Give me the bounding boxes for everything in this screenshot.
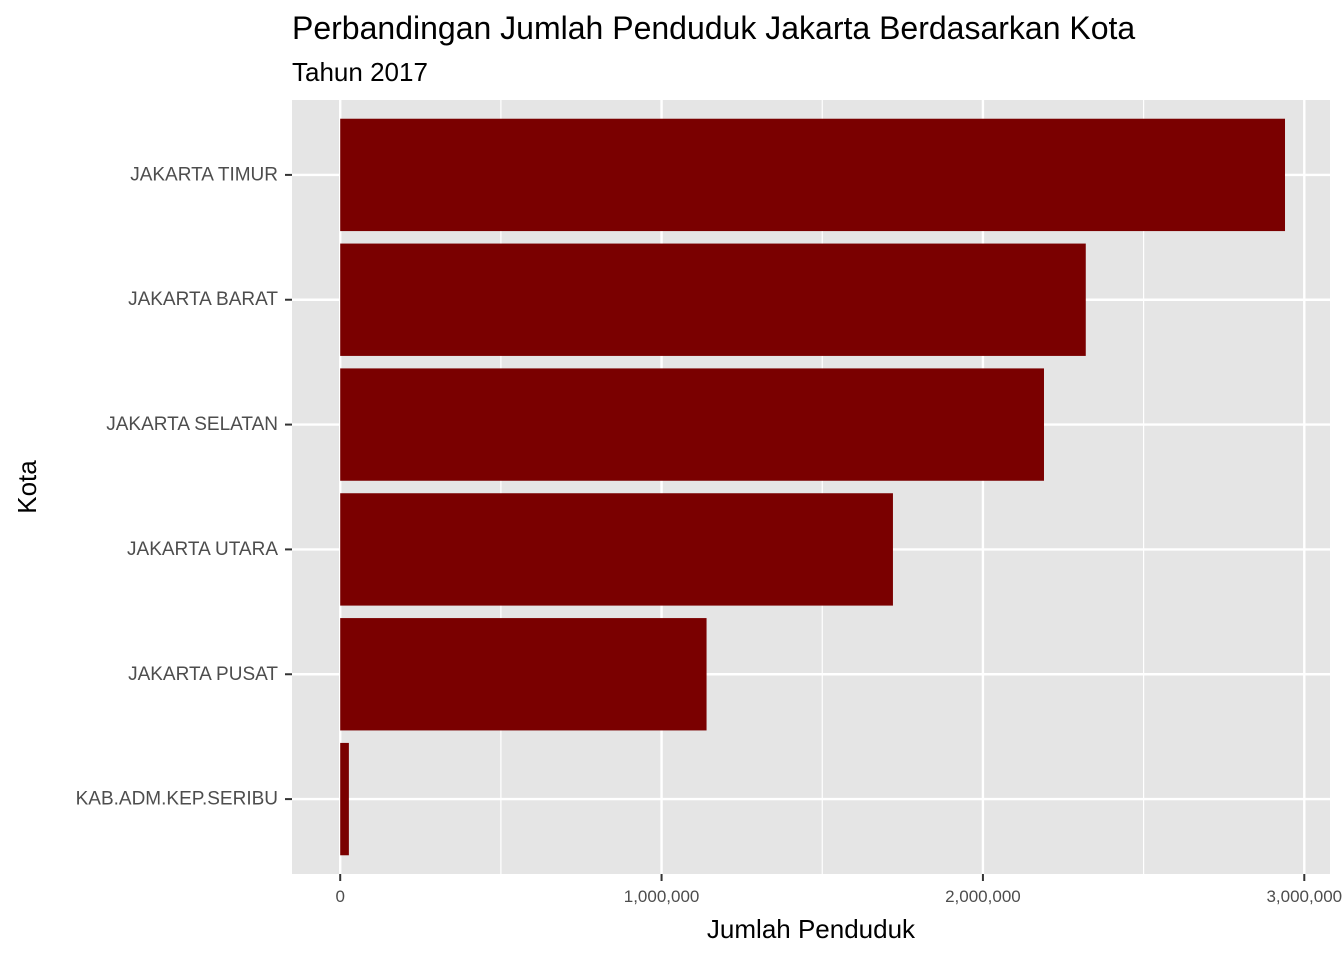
x-tick-label: 3,000,000: [1266, 887, 1342, 906]
bar: [340, 493, 893, 606]
y-axis-title: Kota: [12, 460, 42, 514]
bar: [340, 118, 1286, 232]
y-axis: JAKARTA TIMUR JAKARTA BARAT JAKARTA SELATA…: [76, 164, 292, 810]
bar: [340, 742, 349, 856]
chart-title: Perbandingan Jumlah Penduduk Jakarta Ber…: [292, 10, 1136, 46]
y-tick-label: KAB.ADM.KEP.SERIBU: [76, 789, 278, 810]
bar: [340, 618, 707, 731]
x-tick-label: 2,000,000: [945, 887, 1021, 906]
y-tick-label: JAKARTA TIMUR: [130, 164, 278, 185]
x-tick-label: 0: [335, 887, 344, 906]
y-tick-label: JAKARTA SELATAN: [106, 414, 278, 435]
bars: [340, 118, 1286, 856]
y-tick-label: JAKARTA UTARA: [127, 539, 278, 560]
y-tick-label: JAKARTA PUSAT: [128, 664, 278, 685]
bar: [340, 368, 1044, 481]
bar: [340, 243, 1086, 356]
x-axis: 0 1,000,000 2,000,000 3,000,000: [335, 874, 1342, 906]
x-axis-title: Jumlah Penduduk: [707, 914, 916, 944]
y-tick-label: JAKARTA BARAT: [128, 289, 278, 310]
chart-subtitle: Tahun 2017: [292, 57, 428, 87]
x-tick-label: 1,000,000: [624, 887, 700, 906]
